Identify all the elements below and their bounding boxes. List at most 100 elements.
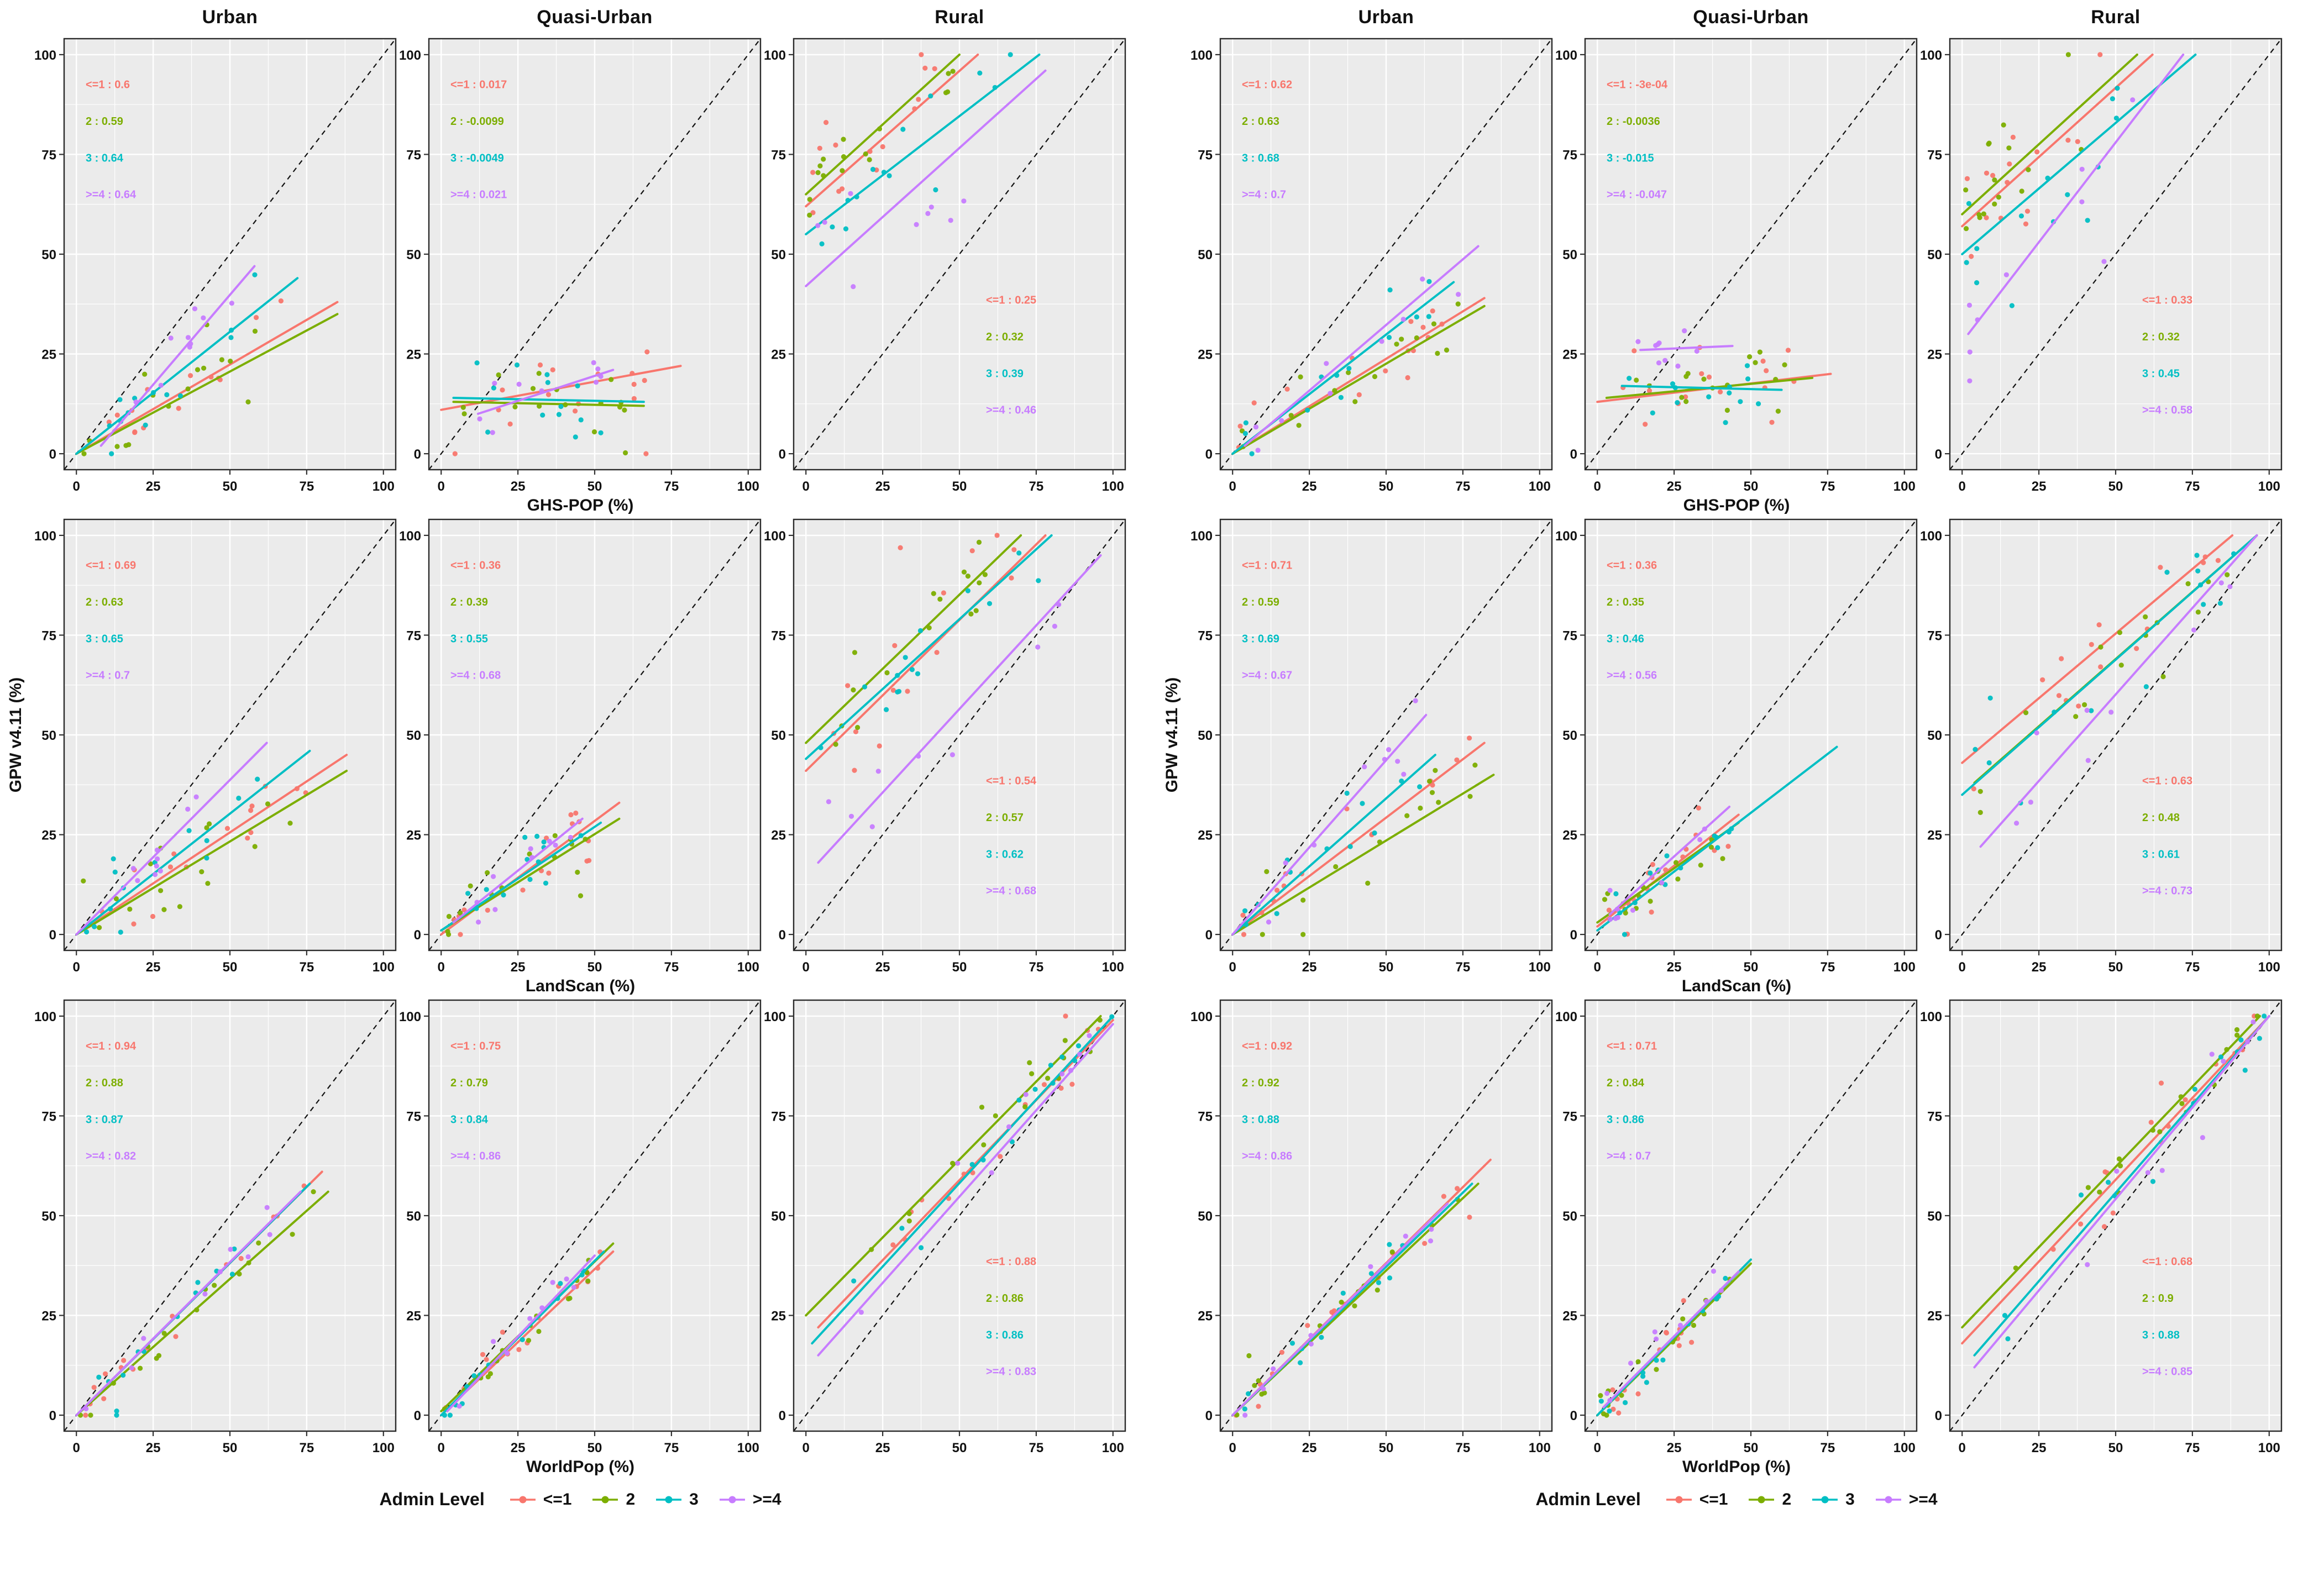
annotation-r-value-admin-<=1: <=1 : 0.36	[1607, 560, 1657, 572]
legend-entry-label: <=1	[543, 1490, 572, 1509]
panel-landscan-rural-left: 0 0 25 25 50 50 75 75 100 100 <=1 : 0.54 2 : 0.57 3 …	[764, 518, 1126, 975]
x-tick-label: 75	[1821, 1441, 1835, 1455]
annotation-r-value-admin-2: 2 : 0.48	[2142, 812, 2180, 824]
regression-line-admin-<=1	[1231, 742, 1486, 936]
major-gridlines	[429, 1000, 760, 1431]
column-title-urban-left: Urban	[202, 7, 258, 28]
legend-entry-admin->=4: >=4	[717, 1490, 781, 1509]
y-tick-label: 25	[1198, 348, 1213, 362]
x-tick-label: 100	[737, 479, 759, 494]
annotation-r-value-admin-<=1: <=1 : 0.94	[86, 1040, 137, 1053]
x-tick-label: 75	[1029, 1441, 1044, 1455]
annotation-r-value-admin-2: 2 : 0.92	[1242, 1077, 1279, 1089]
y-tick-label: 0	[49, 928, 56, 943]
legend-entry-label: 2	[626, 1490, 636, 1509]
x-tick-label: 0	[73, 1441, 80, 1455]
regression-line-admin->=4	[1244, 245, 1480, 447]
x-tick-label: 75	[2185, 960, 2200, 975]
panel-landscan-urban-right: 0 0 25 25 50 50 75 75 100 100 <=1 : 0.71 2 : 0.59 3 …	[1190, 518, 1553, 975]
major-gridlines	[64, 1000, 396, 1431]
x-tick-label: 50	[223, 479, 238, 494]
annotation-r-value-admin-<=1: <=1 : 0.75	[450, 1040, 501, 1053]
x-tick-label: 75	[2185, 1441, 2200, 1455]
annotation-r-value-admin-2: 2 : 0.88	[86, 1077, 123, 1089]
legend-key-icon	[1875, 1496, 1901, 1503]
regression-line-admin-2	[1961, 53, 2138, 216]
annotation-r-value-admin-<=1: <=1 : 0.63	[2142, 775, 2192, 787]
x-tick-label: 0	[1959, 1441, 1966, 1455]
annotation-r-value-admin->=4: >=4 : 0.58	[2142, 404, 2192, 417]
correlation-annotations: <=1 : -3e-04 2 : -0.0036 3 : -0.015 >=4 : -…	[1607, 79, 1668, 201]
x-tick-label: 50	[587, 479, 602, 494]
axis-ticks: 0 0 25 25 50 50 75 75 100 100	[1555, 529, 1916, 975]
axis-ticks: 0 0 25 25 50 50 75 75 100 100	[764, 48, 1124, 494]
y-tick-label: 100	[34, 529, 56, 544]
y-tick-label: 100	[1190, 48, 1213, 63]
regression-line-admin->=4	[75, 1190, 302, 1417]
identity-line	[428, 38, 761, 470]
x-tick-label: 100	[2258, 1441, 2280, 1455]
y-tick-label: 50	[1927, 248, 1942, 262]
identity-line	[793, 519, 1126, 951]
identity-line	[1220, 38, 1552, 470]
x-tick-label: 50	[952, 960, 967, 975]
x-tick-label: 100	[737, 960, 759, 975]
axis-ticks: 0 0 25 25 50 50 75 75 100 100	[399, 48, 759, 494]
annotation-r-value-admin-<=1: <=1 : 0.71	[1242, 560, 1292, 572]
regression-line-admin-3	[1961, 534, 2258, 796]
annotation-r-value-admin-<=1: <=1 : 0.017	[450, 79, 507, 91]
legend-entry-admin->=4: >=4	[1874, 1490, 1938, 1509]
annotation-r-value-admin-2: 2 : 0.79	[450, 1077, 488, 1089]
y-tick-label: 25	[1198, 1309, 1213, 1324]
x-tick-label: 50	[1379, 1441, 1394, 1455]
x-tick-label: 25	[511, 1441, 526, 1455]
identity-line	[428, 1000, 761, 1432]
legend-entry-label: 3	[1845, 1490, 1855, 1509]
legend-entry-admin-3: 3	[654, 1490, 699, 1509]
legend-key-icon	[719, 1496, 745, 1503]
annotation-r-value-admin-3: 3 : 0.86	[986, 1329, 1024, 1341]
y-tick-label: 0	[1935, 447, 1942, 462]
x-tick-label: 25	[875, 960, 890, 975]
y-tick-label: 0	[414, 447, 421, 462]
annotation-r-value-admin->=4: >=4 : 0.73	[2142, 885, 2192, 897]
panel-ghspop-quasiurban-left: 0 0 25 25 50 50 75 75 100 100 <=1 : 0.017 2 : -0.00…	[399, 38, 762, 494]
annotation-r-value-admin->=4: >=4 : 0.67	[1242, 670, 1292, 682]
identity-line	[793, 38, 1126, 470]
regression-line-admin-<=1	[75, 301, 339, 455]
panel-landscan-quasiurban-right: 0 0 25 25 50 50 75 75 100 100 <=1 : 0.36 2 : 0.35 3 …	[1555, 518, 1918, 975]
column-title-quasiurban-left: Quasi-Urban	[537, 7, 653, 28]
major-gridlines	[64, 519, 396, 950]
x-tick-label: 50	[2108, 960, 2123, 975]
y-tick-label: 0	[1935, 1408, 1942, 1423]
scatter-points-admin-<=1	[452, 349, 650, 456]
identity-line	[428, 519, 761, 951]
y-tick-label: 0	[414, 928, 421, 943]
annotation-r-value-admin-2: 2 : 0.59	[1242, 596, 1279, 608]
regression-line-admin->=4	[452, 817, 584, 924]
regression-line-admin-3	[452, 397, 645, 403]
regression-line-admin->=4	[1639, 345, 1734, 351]
x-tick-label: 0	[1594, 960, 1601, 975]
y-tick-label: 50	[1198, 728, 1213, 743]
x-axis-title-worldpop-left: WorldPop (%)	[526, 1458, 635, 1476]
scatter-points-admin->=4	[1242, 1227, 1434, 1418]
scatter-points-admin-3	[2002, 1013, 2267, 1342]
y-tick-label: 25	[1562, 1309, 1577, 1324]
y-tick-label: 75	[406, 148, 421, 162]
x-tick-label: 25	[2032, 960, 2047, 975]
annotation-r-value-admin-3: 3 : 0.45	[2142, 367, 2180, 380]
regression-line-admin-<=1	[1961, 1015, 2270, 1345]
scatter-points-admin->=4	[457, 1276, 576, 1409]
annotation-r-value-admin-<=1: <=1 : 0.33	[2142, 295, 2192, 307]
regression-line-admin-3	[1596, 745, 1838, 932]
x-tick-label: 25	[875, 479, 890, 494]
x-tick-label: 100	[1893, 479, 1916, 494]
annotation-r-value-admin-2: 2 : 0.57	[986, 812, 1024, 824]
x-tick-label: 50	[2108, 1441, 2123, 1455]
identity-line	[64, 1000, 396, 1432]
x-tick-label: 50	[1744, 1441, 1759, 1455]
x-tick-label: 100	[1893, 960, 1916, 975]
x-tick-label: 25	[2032, 1441, 2047, 1455]
x-tick-label: 0	[1959, 960, 1966, 975]
